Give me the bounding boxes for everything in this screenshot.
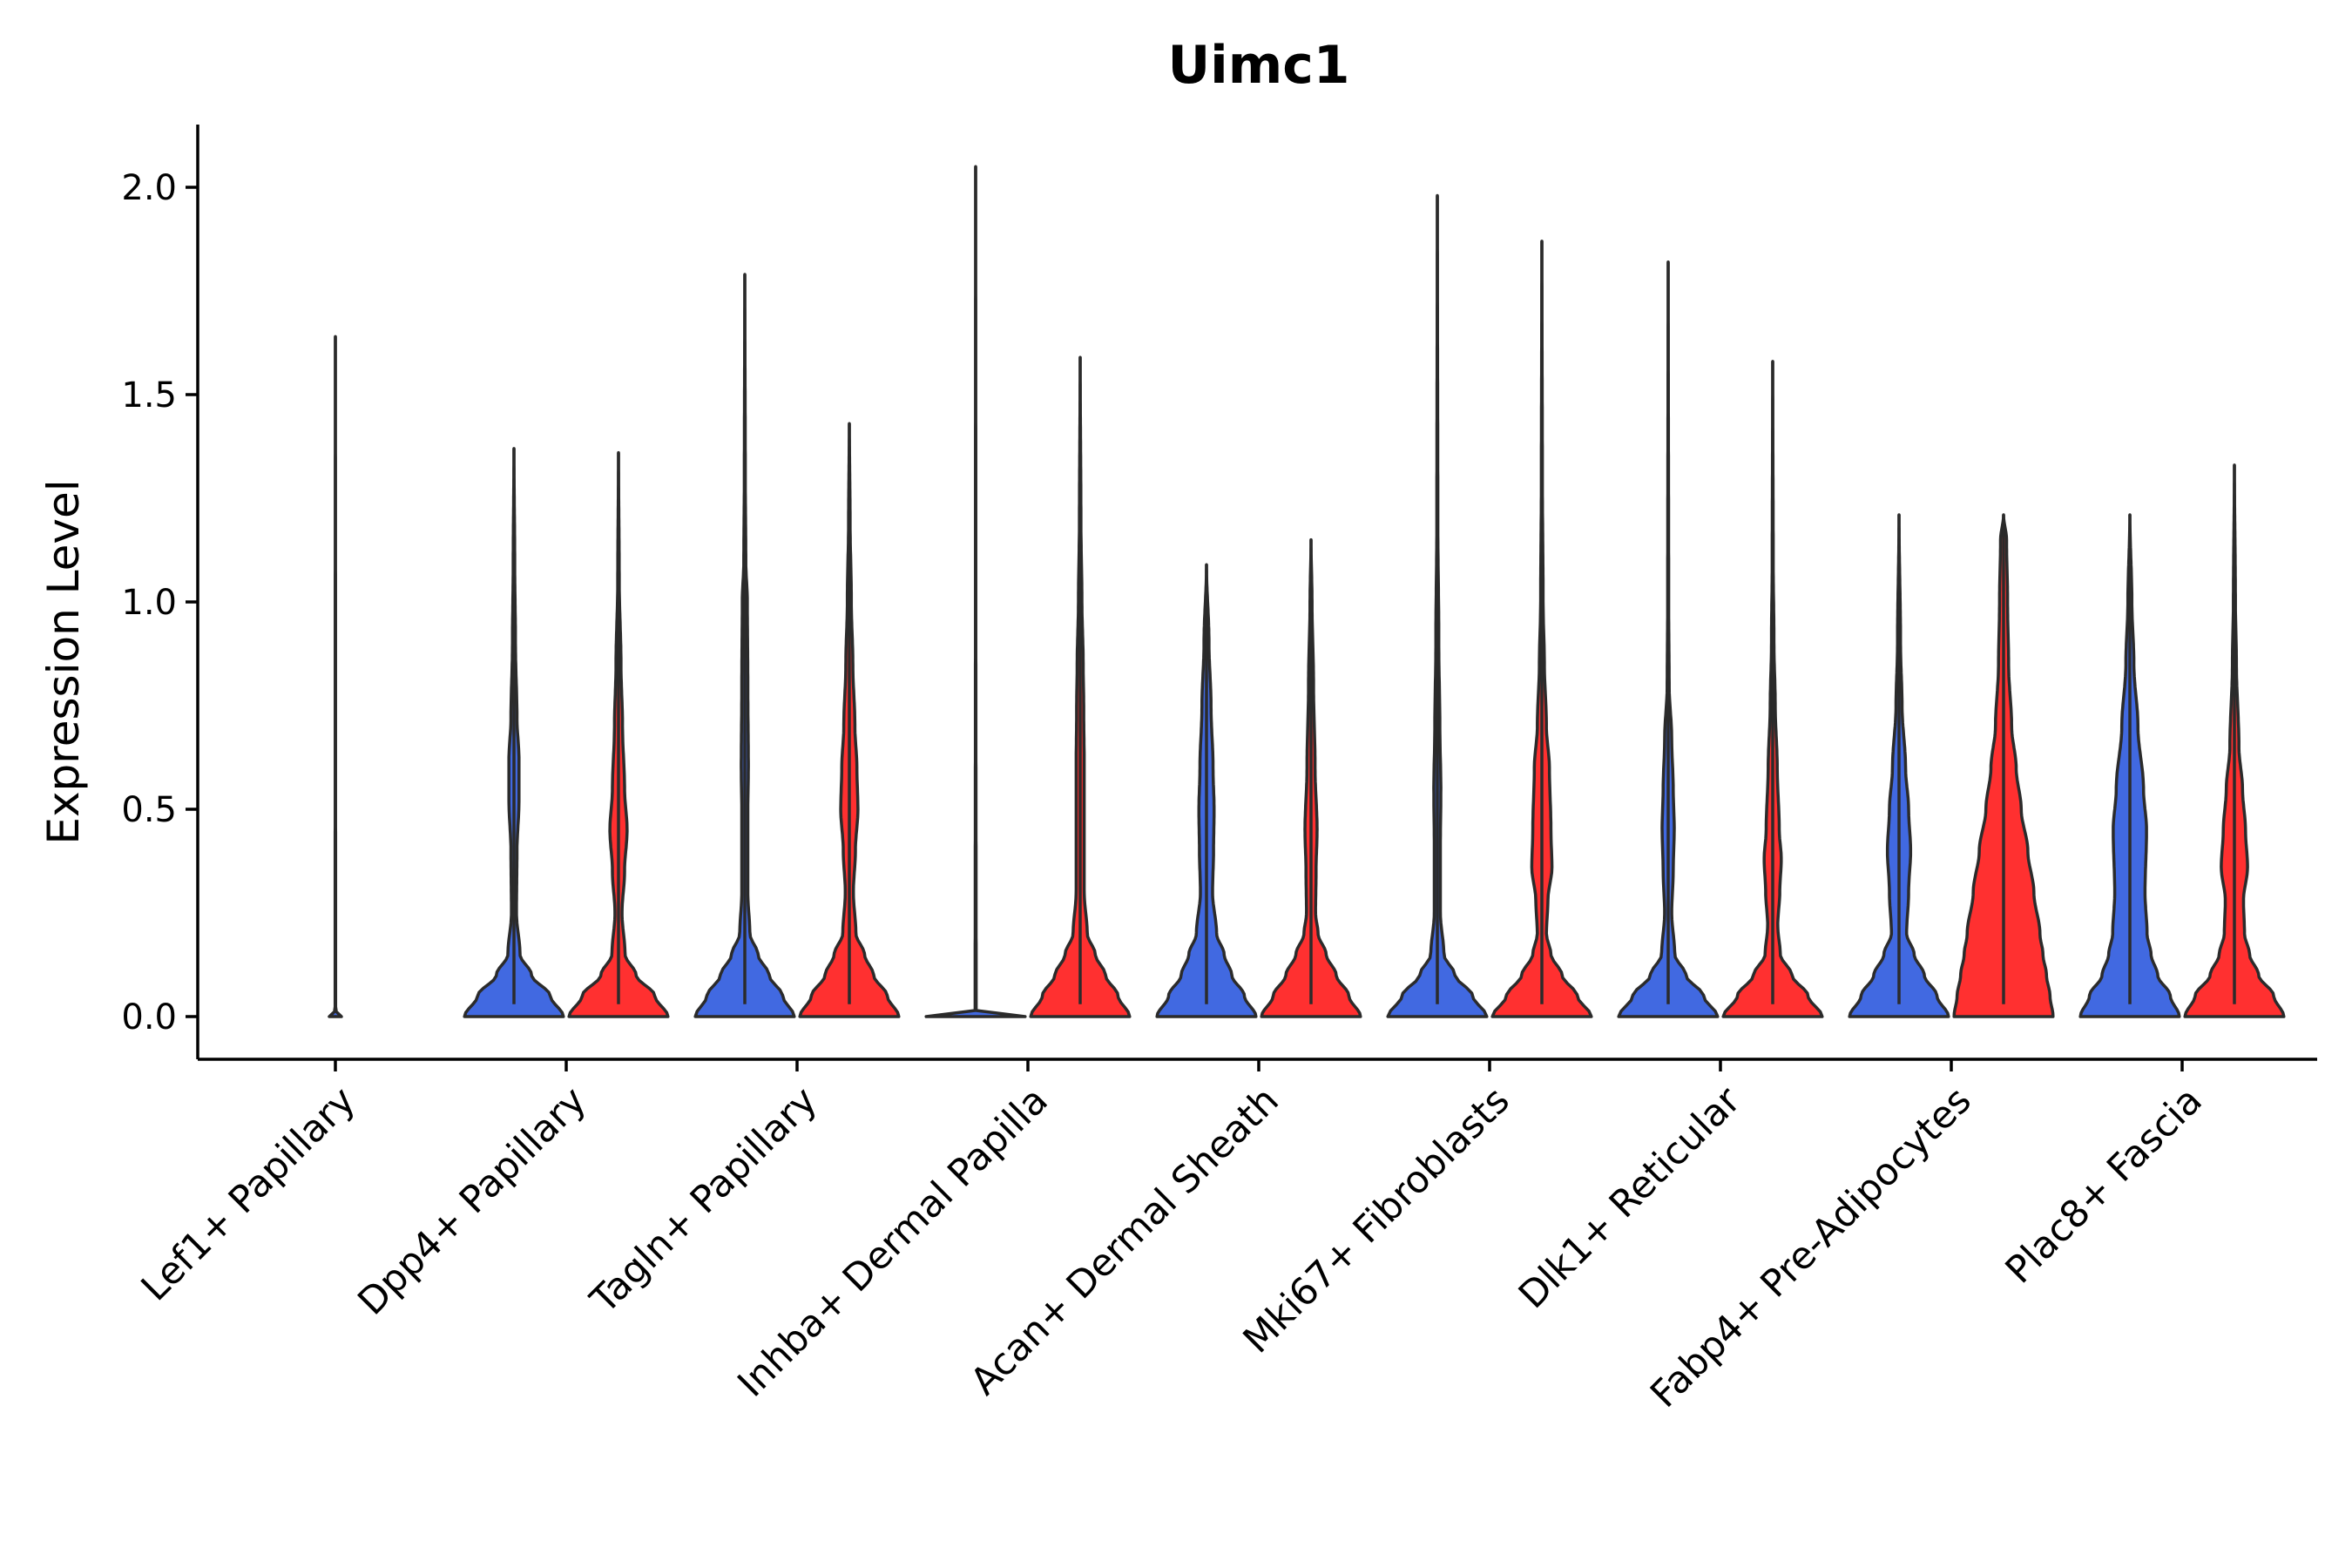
x-tick-label: Plac8+ Fascia: [1997, 1078, 2211, 1292]
x-tick-label: Tagln+ Papillary: [582, 1078, 826, 1322]
x-tick-label: Mki67+ Fibroblasts: [1235, 1078, 1518, 1362]
chart-title: Uimc1: [1167, 35, 1349, 96]
x-tick-label: Dlk1+ Reticular: [1511, 1078, 1749, 1317]
y-tick-label: 2.0: [121, 168, 177, 208]
violins-layer: [328, 165, 2286, 1018]
y-tick-label: 1.0: [121, 583, 177, 623]
y-ticks: 0.0 0.5 1.0 1.5 2.0: [121, 168, 198, 1037]
y-tick-label: 0.5: [121, 790, 177, 830]
y-tick-label: 1.5: [121, 375, 177, 416]
x-tick-label: Dpp4+ Papillary: [350, 1078, 595, 1323]
x-tick-label: Lef1+ Papillary: [133, 1078, 364, 1309]
y-axis-label: Expression Level: [38, 479, 89, 844]
y-tick-label: 0.0: [121, 997, 177, 1037]
